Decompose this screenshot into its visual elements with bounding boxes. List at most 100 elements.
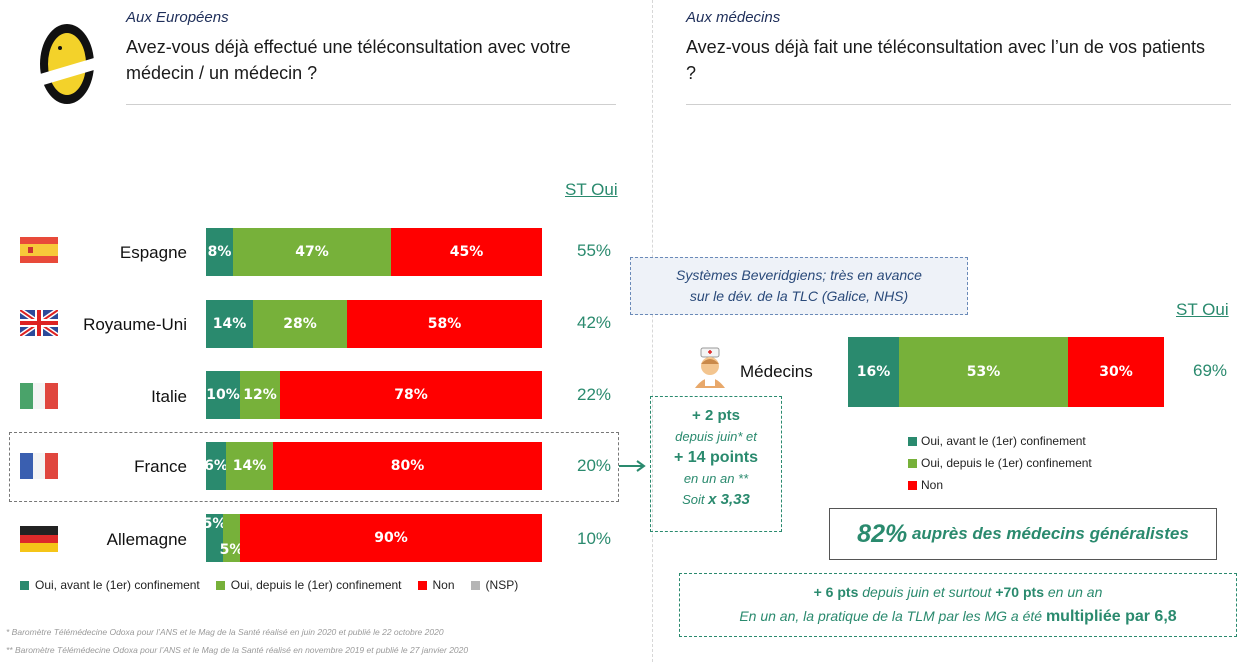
bar-label-non-allemagne: 90% [374,530,408,546]
flag-germany-icon [20,526,58,552]
left-header-rule [126,104,616,105]
bar-segment-before-allemagne [206,514,223,562]
bar-row-medecins: 16% 53% 30% [848,337,1164,407]
bar-label-non-espagne: 45% [449,244,484,260]
legend-swatch-since [215,580,225,590]
bar-label-before-royaume-uni: 14% [212,316,247,332]
category-label-france: France [134,457,187,476]
category-label-royaume-uni: Royaume-Uni [83,315,187,334]
gp-evolution-note: + 6 pts depuis juin et surtout +70 pts e… [679,573,1237,637]
bar-row-royaume-uni: 14% 28% 58% [206,300,542,348]
left-question: Avez-vous déjà effectué une téléconsulta… [126,37,571,83]
gp-note-line2: En un an, la pratique de la TLM par les … [739,608,1177,625]
bar-label-since-royaume-uni: 28% [283,316,317,332]
left-legend: Oui, avant le (1er) confinement Oui, dep… [20,578,518,592]
st-oui-value-espagne: 55% [577,241,612,260]
category-label-medecins: Médecins [740,362,813,381]
right-legend-swatch-non [908,480,917,490]
bar-label-since-france: 14% [232,458,267,474]
category-label-allemagne: Allemagne [106,530,187,549]
bar-label-since-m-decins: 53% [966,364,1001,380]
beveridge-note-box: Systèmes Beveridgiens; très en avance su… [630,257,968,315]
arrow-right-icon [619,460,646,472]
bar-segment-before-espagne [206,228,233,276]
flag-italy-icon [20,383,58,409]
beveridge-note-line1: Systèmes Beveridgiens; très en avance [676,267,922,283]
bar-segment-non-royaume-uni [347,300,542,348]
bar-row-allemagne: 5% 5% 90% [202,514,542,562]
right-st-oui-header: ST Oui [1176,300,1229,319]
right-legend-item-before: Oui, avant le (1er) confinement [908,430,1092,452]
bar-segment-since-italie [240,371,280,419]
bar-segment-before-royaume-uni [206,300,253,348]
flag-spain-icon [20,237,58,263]
france-note-line1: + 2 pts [692,407,740,424]
bar-segment-before-m-decins [848,337,899,407]
bar-label-since-italie: 12% [243,387,277,403]
legend-label-non: Non [432,578,455,592]
right-legend-label-non: Non [921,478,944,492]
bar-segment-since-allemagne [223,514,240,562]
legend-label-since: Oui, depuis le (1er) confinement [230,578,402,592]
bar-label-non-royaume-uni: 58% [427,316,462,332]
bar-segment-since-espagne [233,228,391,276]
st-oui-value-france: 20% [577,456,612,475]
bar-label-non-m-decins: 30% [1099,364,1133,380]
bar-label-before-italie: 10% [206,387,240,403]
bar-label-before-espagne: 8% [207,244,232,260]
right-legend-label-before: Oui, avant le (1er) confinement [921,434,1086,448]
flag-uk-icon [20,310,58,336]
bar-segment-non-allemagne [240,514,542,562]
doctor-icon [695,347,725,388]
france-note-line4: en un an ** [683,471,749,486]
gp-highlight-text: auprès des médecins généralistes [907,524,1189,543]
bar-segment-non-france [273,442,542,490]
bar-segment-since-royaume-uni [253,300,347,348]
legend-label-nsp: (NSP) [485,578,519,592]
category-label-italie: Italie [151,387,187,406]
bar-label-before-france: 6% [204,458,228,474]
right-legend: Oui, avant le (1er) confinement Oui, dep… [908,430,1092,496]
legend-swatch-non [417,580,427,590]
bar-segment-non-italie [280,371,542,419]
bar-segment-before-france [206,442,226,490]
right-legend-item-non: Non [908,474,1092,496]
bar-label-non-italie: 78% [394,387,428,403]
bar-label-non-france: 80% [390,458,425,474]
bar-segment-non-espagne [391,228,542,276]
right-legend-item-since: Oui, depuis le (1er) confinement [908,452,1092,474]
legend-swatch-before [20,580,29,590]
bar-segment-before-italie [206,371,240,419]
france-highlight-box [9,432,619,502]
bar-segment-since-m-decins [899,337,1068,407]
bar-row-espagne: 8% 47% 45% [206,228,542,276]
france-note-line2: depuis juin* et [675,429,757,444]
odoxa-logo-icon [40,24,94,104]
right-legend-swatch-before [908,436,917,446]
gp-highlight-value: 82% [857,519,908,548]
legend-swatch-nsp [470,580,480,590]
right-question: Avez-vous déjà fait une téléconsultation… [686,37,1205,83]
st-oui-value-royaume-uni: 42% [577,313,612,332]
beveridge-note-line2: sur le dév. de la TLC (Galice, NHS) [689,288,909,304]
right-legend-label-since: Oui, depuis le (1er) confinement [921,456,1092,470]
footnote-2: ** Baromètre Télémédecine Odoxa pour l’A… [6,645,469,655]
right-legend-swatch-since [908,458,917,468]
bar-segment-since-france [226,442,273,490]
bar-row-france: 6% 14% 80% [204,442,542,490]
st-oui-value-medecins: 69% [1193,361,1228,380]
bar-label-before-allemagne: 5% [202,516,227,532]
right-audience-label: Aux médecins [686,9,781,26]
st-oui-value-allemagne: 10% [577,529,612,548]
left-st-oui-header: ST Oui [565,180,618,199]
france-evolution-note: + 2 pts depuis juin* et + 14 points en u… [650,396,782,532]
gp-highlight-box: 82% auprès des médecins généralistes [829,508,1217,560]
left-audience-label: Aux Européens [126,9,229,26]
right-header-rule [686,104,1231,105]
bar-segment-non-m-decins [1068,337,1164,407]
legend-label-before: Oui, avant le (1er) confinement [35,578,200,592]
bar-row-italie: 10% 12% 78% [206,371,542,419]
category-label-espagne: Espagne [119,243,187,262]
flag-france-icon [20,453,58,479]
france-note-line5: Soit x 3,33 [682,491,750,508]
